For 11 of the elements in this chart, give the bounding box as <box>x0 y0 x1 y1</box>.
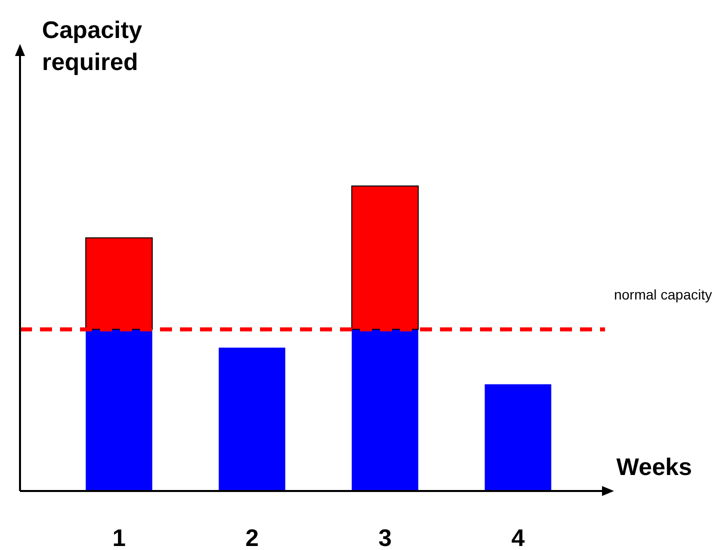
x-tick-label: 1 <box>112 525 126 550</box>
ref-line-label: normal capacity <box>614 286 712 302</box>
x-tick-label: 4 <box>511 525 526 550</box>
bar <box>218 348 286 491</box>
x-tick-label: 2 <box>245 525 259 550</box>
bar <box>86 329 152 491</box>
bar <box>484 384 552 491</box>
y-axis-title: Capacity required <box>42 17 143 76</box>
bar <box>352 329 418 491</box>
x-axis-title: Weeks <box>616 454 692 481</box>
x-tick-label: 3 <box>378 525 392 550</box>
